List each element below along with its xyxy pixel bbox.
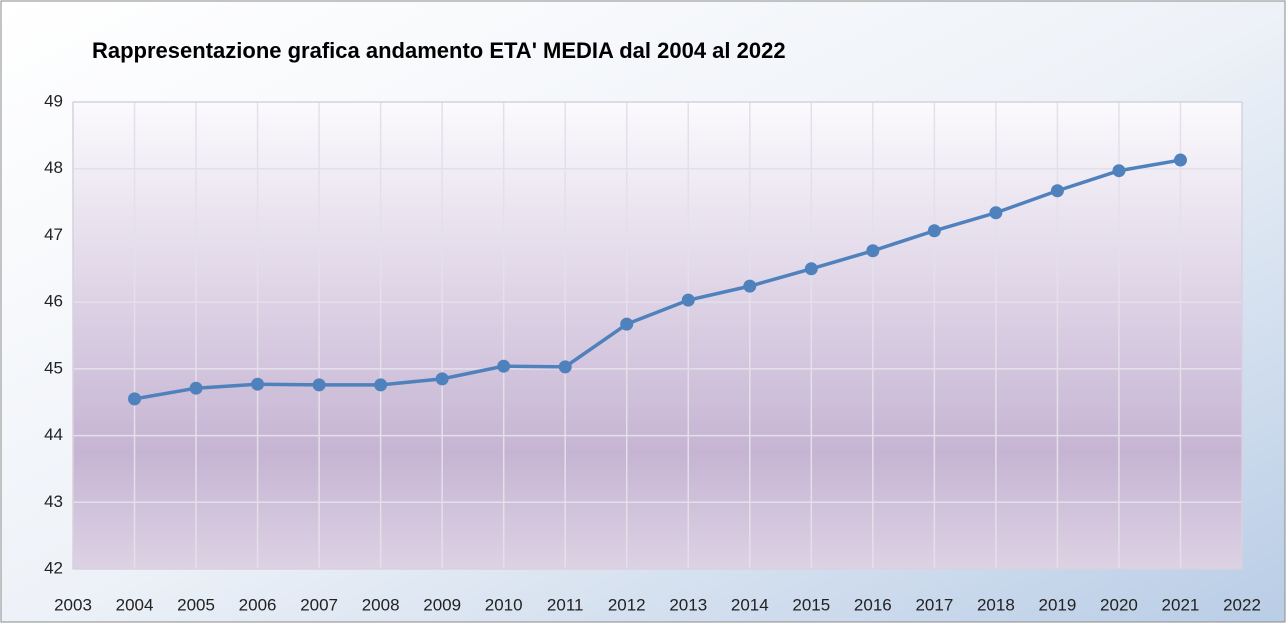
data-point [497,359,511,373]
data-point [804,262,818,276]
x-tick-label: 2014 [731,595,769,614]
x-tick-label: 2020 [1100,595,1138,614]
x-tick-label: 2015 [792,595,830,614]
data-point [435,372,449,386]
y-tick-label: 45 [44,358,63,377]
y-tick-label: 46 [44,292,63,311]
x-tick-label: 2003 [54,595,92,614]
plot-area [73,102,1242,569]
series-line [134,158,1181,401]
data-point [681,293,695,307]
x-tick-label: 2009 [423,595,461,614]
data-point [989,206,1003,220]
data-point [866,244,880,258]
data-point [128,392,142,406]
data-point [620,317,634,331]
y-tick-label: 44 [44,425,63,444]
x-tick-label: 2017 [915,595,953,614]
data-point [1173,153,1187,167]
data-point [251,377,265,391]
y-tick-label: 47 [44,225,63,244]
data-point [558,360,572,374]
x-tick-label: 2022 [1223,595,1261,614]
x-tick-label: 2016 [854,595,892,614]
x-tick-label: 2007 [300,595,338,614]
data-point [374,378,388,392]
data-point [743,279,757,293]
x-tick-label: 2021 [1162,595,1200,614]
y-tick-label: 49 [44,91,63,110]
y-tick-label: 43 [44,492,63,511]
x-tick-label: 2013 [669,595,707,614]
x-tick-label: 2019 [1039,595,1077,614]
x-tick-label: 2011 [547,595,584,614]
y-tick-label: 48 [44,158,63,177]
x-tick-label: 2010 [485,595,523,614]
chart-title: Rappresentazione grafica andamento ETA' … [92,38,786,63]
data-point [1112,164,1126,178]
x-tick-label: 2018 [977,595,1015,614]
data-point [1050,184,1064,198]
data-point [189,381,203,395]
data-point [312,378,326,392]
x-tick-label: 2004 [116,595,154,614]
x-tick-label: 2012 [608,595,646,614]
plot-border [72,101,1243,570]
x-tick-label: 2008 [362,595,400,614]
y-tick-label: 42 [44,558,63,577]
x-tick-label: 2005 [177,595,215,614]
x-tick-label: 2006 [239,595,277,614]
data-point [927,224,941,238]
